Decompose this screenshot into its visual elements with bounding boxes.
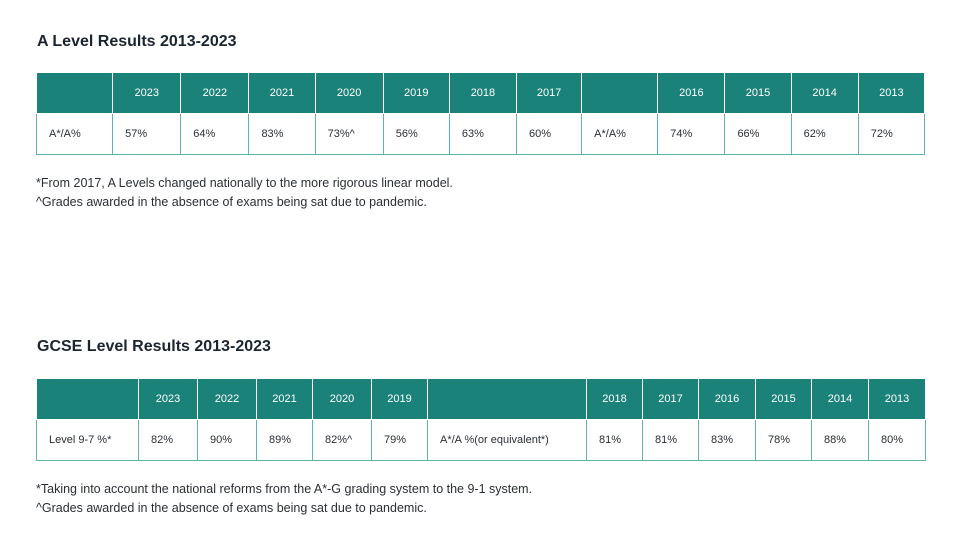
a-level-header-cell: 2017 bbox=[515, 72, 583, 114]
a-level-results-table: 2023 2022 2021 2020 2019 2018 2017 2016 … bbox=[35, 72, 926, 155]
gcse-value-cell: 80% bbox=[868, 419, 926, 461]
a-level-value-cell: 63% bbox=[448, 113, 518, 155]
gcse-header-cell: 2018 bbox=[586, 378, 643, 420]
a-level-value-cell: 57% bbox=[112, 113, 182, 155]
gcse-header-cell: 2015 bbox=[755, 378, 812, 420]
a-level-row-label: A*/A% bbox=[581, 113, 659, 155]
gcse-value-cell: 79% bbox=[371, 419, 428, 461]
gcse-footnote: *Taking into account the national reform… bbox=[36, 482, 533, 496]
gcse-header-cell: 2013 bbox=[868, 378, 926, 420]
gcse-value-cell: 82% bbox=[138, 419, 198, 461]
a-level-title: A Level Results 2013-2023 bbox=[37, 33, 237, 50]
gcse-footnote: ^Grades awarded in the absence of exams … bbox=[36, 501, 427, 515]
a-level-header-cell bbox=[35, 72, 114, 114]
gcse-header-cell bbox=[427, 378, 587, 420]
gcse-header-cell: 2022 bbox=[197, 378, 257, 420]
gcse-header-cell: 2017 bbox=[642, 378, 699, 420]
gcse-value-cell: 89% bbox=[256, 419, 313, 461]
a-level-header-cell bbox=[581, 72, 659, 114]
gcse-value-cell: 81% bbox=[586, 419, 643, 461]
a-level-header-cell: 2018 bbox=[448, 72, 518, 114]
gcse-value-cell: 83% bbox=[698, 419, 756, 461]
gcse-row-label: A*/A %(or equivalent*) bbox=[427, 419, 587, 461]
gcse-value-cell: 82%^ bbox=[312, 419, 372, 461]
a-level-value-cell: 66% bbox=[724, 113, 792, 155]
gcse-value-cell: 88% bbox=[811, 419, 869, 461]
gcse-header-cell: 2020 bbox=[312, 378, 372, 420]
a-level-footnote: ^Grades awarded in the absence of exams … bbox=[36, 195, 427, 209]
gcse-value-cell: 81% bbox=[642, 419, 699, 461]
a-level-value-cell: 72% bbox=[857, 113, 926, 155]
a-level-header-cell: 2020 bbox=[314, 72, 384, 114]
gcse-header-cell: 2019 bbox=[371, 378, 428, 420]
a-level-row-label: A*/A% bbox=[35, 113, 114, 155]
gcse-value-cell: 90% bbox=[197, 419, 257, 461]
a-level-header-cell: 2016 bbox=[657, 72, 726, 114]
gcse-header-cell: 2021 bbox=[256, 378, 313, 420]
a-level-value-cell: 60% bbox=[515, 113, 583, 155]
a-level-header-cell: 2023 bbox=[112, 72, 182, 114]
a-level-header-cell: 2015 bbox=[724, 72, 792, 114]
gcse-header-cell: 2014 bbox=[811, 378, 869, 420]
gcse-title: GCSE Level Results 2013-2023 bbox=[37, 338, 271, 355]
gcse-header-cell: 2023 bbox=[138, 378, 198, 420]
a-level-value-cell: 73%^ bbox=[314, 113, 384, 155]
gcse-data-row: Level 9-7 %* 82% 90% 89% 82%^ 79% A*/A %… bbox=[36, 419, 926, 461]
a-level-header-cell: 2014 bbox=[790, 72, 859, 114]
a-level-header-cell: 2013 bbox=[857, 72, 926, 114]
gcse-header-cell bbox=[36, 378, 139, 420]
a-level-header-cell: 2021 bbox=[248, 72, 316, 114]
a-level-value-cell: 56% bbox=[382, 113, 450, 155]
a-level-header-row: 2023 2022 2021 2020 2019 2018 2017 2016 … bbox=[35, 72, 926, 114]
a-level-header-cell: 2022 bbox=[180, 72, 250, 114]
gcse-header-cell: 2016 bbox=[698, 378, 756, 420]
a-level-value-cell: 83% bbox=[248, 113, 316, 155]
gcse-value-cell: 78% bbox=[755, 419, 812, 461]
gcse-results-table: 2023 2022 2021 2020 2019 2018 2017 2016 … bbox=[36, 378, 926, 461]
a-level-value-cell: 64% bbox=[180, 113, 250, 155]
a-level-data-row: A*/A% 57% 64% 83% 73%^ 56% 63% 60% A*/A%… bbox=[35, 113, 926, 155]
gcse-row-label: Level 9-7 %* bbox=[36, 419, 139, 461]
gcse-header-row: 2023 2022 2021 2020 2019 2018 2017 2016 … bbox=[36, 378, 926, 420]
a-level-value-cell: 62% bbox=[790, 113, 859, 155]
a-level-value-cell: 74% bbox=[657, 113, 726, 155]
a-level-footnote: *From 2017, A Levels changed nationally … bbox=[36, 176, 453, 190]
a-level-header-cell: 2019 bbox=[382, 72, 450, 114]
